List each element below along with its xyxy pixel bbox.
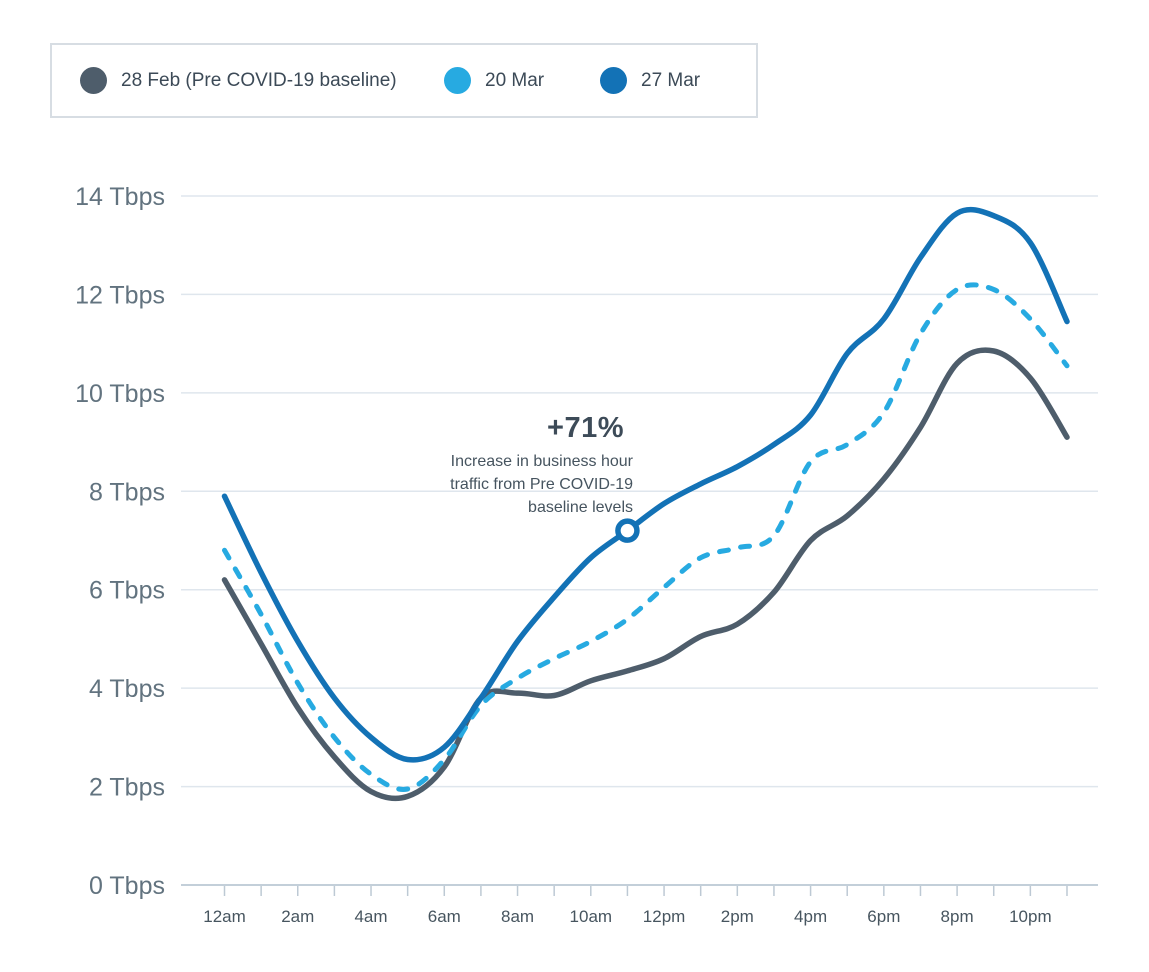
y-axis-label: 14 Tbps	[75, 183, 165, 211]
y-axis-label: 2 Tbps	[89, 774, 165, 802]
legend: 28 Feb (Pre COVID-19 baseline) 20 Mar 27…	[50, 43, 758, 118]
x-axis-label: 4am	[354, 907, 387, 926]
annotation-text-line: Increase in business hour	[450, 453, 633, 470]
legend-item-28feb-baseline: 28 Feb (Pre COVID-19 baseline)	[80, 45, 397, 116]
legend-item-20mar: 20 Mar	[444, 45, 544, 116]
annotation-71-percent: +71% Increase in business hour traffic f…	[450, 412, 633, 519]
x-axis-label: 2pm	[721, 907, 754, 926]
legend-label-28feb: 28 Feb (Pre COVID-19 baseline)	[121, 69, 397, 91]
highlight-marker	[615, 518, 640, 543]
legend-label-20mar: 20 Mar	[485, 69, 545, 91]
x-axis-label: 4pm	[794, 907, 827, 926]
series-line-28-feb-pre-covid-19-baseline	[221, 347, 1070, 802]
x-axis-label: 6am	[428, 907, 461, 926]
x-axis-label: 8pm	[941, 907, 974, 926]
series-line-20-mar	[222, 282, 1070, 792]
series-line-27-mar	[221, 206, 1070, 763]
x-axis-label: 12pm	[643, 907, 686, 926]
y-axis-label: 8 Tbps	[89, 478, 165, 506]
y-axis-label: 0 Tbps	[89, 872, 165, 900]
x-axis-label: 10pm	[1009, 907, 1052, 926]
x-axis-label: 12am	[203, 907, 246, 926]
legend-dot-27mar-icon	[600, 67, 627, 94]
y-axis-label: 12 Tbps	[75, 281, 165, 309]
y-axis-label: 6 Tbps	[89, 577, 165, 605]
y-axis-label: 4 Tbps	[89, 675, 165, 703]
y-axis-label: 10 Tbps	[75, 380, 165, 408]
legend-label-27mar: 27 Mar	[641, 69, 701, 91]
annotation-text-line: traffic from Pre COVID-19	[450, 476, 633, 493]
legend-dot-20mar-icon	[444, 67, 471, 94]
x-axis-label: 2am	[281, 907, 314, 926]
x-axis-label: 10am	[570, 907, 613, 926]
legend-dot-28feb-icon	[80, 67, 107, 94]
x-axis-label: 8am	[501, 907, 534, 926]
legend-item-27mar: 27 Mar	[600, 45, 700, 116]
annotation-headline: +71%	[547, 412, 624, 444]
annotation-text-line: baseline levels	[528, 499, 633, 516]
x-axis-label: 6pm	[867, 907, 900, 926]
